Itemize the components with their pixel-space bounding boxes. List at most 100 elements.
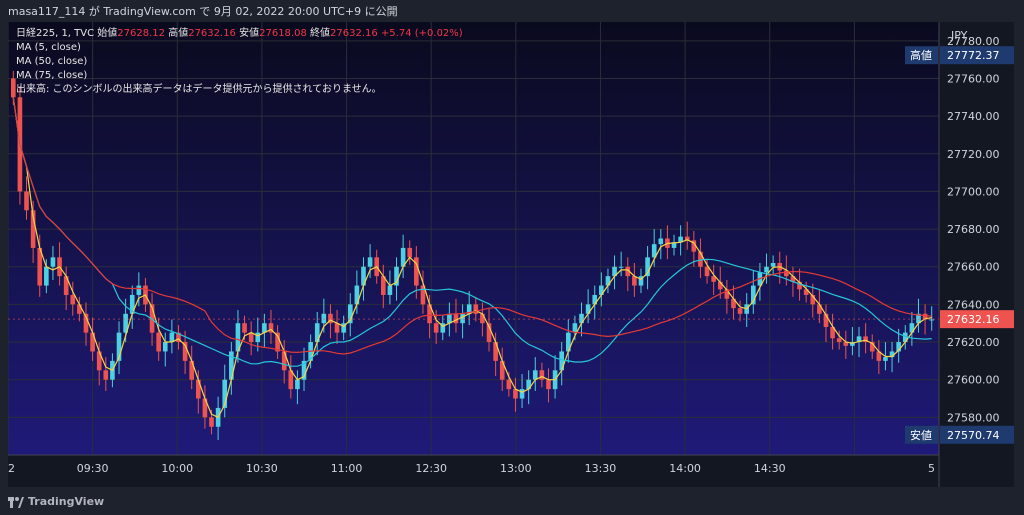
candle-down xyxy=(486,323,492,343)
candle-up xyxy=(50,257,56,267)
candle-down xyxy=(803,289,809,295)
candle-up xyxy=(341,323,346,333)
publish-datetime: 9月 02, 2022 20:00 UTC+9 xyxy=(213,5,362,18)
candle-up xyxy=(321,313,327,324)
price-tick-label: 27660.00 xyxy=(947,261,1000,274)
candle-up xyxy=(585,304,591,314)
publish-info: masa117_114 が TradingView.com で 9月 02, 2… xyxy=(8,3,398,21)
candle-up xyxy=(301,360,307,380)
candle-down xyxy=(737,308,743,314)
time-tick-label: 2 xyxy=(8,462,15,475)
username[interactable]: masa117_114 xyxy=(8,5,86,18)
candle-down xyxy=(797,281,802,290)
candle-up xyxy=(850,342,855,346)
candle-up xyxy=(347,304,353,324)
candle-down xyxy=(90,332,95,352)
price-tick-label: 27640.00 xyxy=(947,298,1000,311)
candle-up xyxy=(447,313,452,324)
chart-frame[interactable]: 27580.00 27600.00 27620.00 27640.00 27660.00… xyxy=(8,22,1014,487)
candle-down xyxy=(810,294,816,305)
candle-down xyxy=(480,313,485,324)
candle-down xyxy=(275,332,280,352)
candle-up xyxy=(638,276,644,286)
price-axis[interactable]: 27580.00 27600.00 27620.00 27640.00 27660.00… xyxy=(947,29,1000,424)
symbol-label[interactable]: 日経225, 1, TVC xyxy=(16,28,95,39)
time-axis[interactable]: 2 09:30 10:00 10:30 11:00 12:30 13:00 13:30 14:0… xyxy=(8,462,935,475)
open-value: 27628.12 xyxy=(117,28,166,39)
candle-up xyxy=(612,266,617,277)
candle-up xyxy=(916,313,921,324)
price-tick-label: 27600.00 xyxy=(947,374,1000,387)
candle-down xyxy=(288,370,294,390)
candle-up xyxy=(235,323,241,352)
candle-down xyxy=(103,370,109,380)
candle-down xyxy=(24,191,29,211)
low-marker-value: 27570.74 xyxy=(947,429,1000,442)
candle-down xyxy=(433,323,439,333)
candle-up xyxy=(162,342,168,352)
last-price-marker-value-bg xyxy=(940,310,1014,329)
candle-up xyxy=(651,244,657,258)
candle-up xyxy=(129,294,135,314)
candle-down xyxy=(268,323,274,333)
price-tick-label: 27620.00 xyxy=(947,336,1000,349)
time-tick-label: 10:00 xyxy=(161,462,193,475)
candle-down xyxy=(453,313,459,324)
ma75-legend[interactable]: MA (75, close) xyxy=(16,70,88,81)
candle-down xyxy=(876,351,882,361)
candle-up xyxy=(770,262,776,267)
time-axis-background xyxy=(8,455,939,487)
time-tick-label: 12:30 xyxy=(415,462,447,475)
candle-down xyxy=(698,251,703,267)
candle-up xyxy=(136,285,142,295)
candle-down xyxy=(420,285,426,305)
ohlc-row: 日経225, 1, TVC 始値27628.12 高値27632.16 安値27… xyxy=(16,27,463,41)
candle-down xyxy=(922,313,928,320)
price-axis-background xyxy=(939,22,1014,487)
currency-label: JPY xyxy=(950,29,968,42)
site-name[interactable]: TradingView.com xyxy=(103,5,196,18)
candle-down xyxy=(731,298,736,309)
candle-up xyxy=(123,313,128,333)
candle-down xyxy=(473,304,479,314)
candle-up xyxy=(169,332,175,343)
candle-down xyxy=(863,336,868,343)
by-text: が xyxy=(88,5,100,18)
candle-down xyxy=(195,379,201,399)
high-marker-value-bg xyxy=(940,46,1014,65)
candle-down xyxy=(717,281,723,290)
high-marker-value: 27772.37 xyxy=(947,49,1000,62)
footer-brand[interactable]: TradingView xyxy=(8,492,208,512)
candle-up xyxy=(519,389,525,399)
candle-up xyxy=(671,242,677,248)
change-value: +5.74 (+0.02%) xyxy=(380,28,463,39)
candle-down xyxy=(63,276,69,295)
candle-up xyxy=(559,351,565,371)
candle-up xyxy=(394,266,399,286)
candle-down xyxy=(546,379,551,390)
volume-note: 出来高: このシンボルの出来高データはデータ提供元から提供されておりません。 xyxy=(16,84,382,95)
candle-up xyxy=(387,285,393,295)
candle-up xyxy=(400,247,406,267)
candle-down xyxy=(281,351,287,371)
candle-up xyxy=(229,351,234,380)
ma75-line xyxy=(12,97,932,355)
candle-down xyxy=(843,342,849,346)
candle-up xyxy=(902,332,908,343)
candle-up xyxy=(361,266,366,286)
candle-down xyxy=(96,351,102,371)
time-tick-label: 09:30 xyxy=(77,462,109,475)
high-marker-label-bg xyxy=(905,46,938,65)
candlestick-chart[interactable]: 27580.00 27600.00 27620.00 27640.00 27660.00… xyxy=(8,22,1014,487)
candle-up xyxy=(572,323,578,333)
candle-down xyxy=(328,313,333,324)
candle-up xyxy=(532,370,538,380)
ma50-legend[interactable]: MA (50, close) xyxy=(16,56,88,67)
candle-down xyxy=(77,304,82,314)
ma5-legend[interactable]: MA (5, close) xyxy=(16,42,81,53)
candle-down xyxy=(189,360,195,380)
candle-down xyxy=(724,289,730,299)
candle-up xyxy=(262,323,267,333)
candle-down xyxy=(156,332,161,352)
candle-up xyxy=(645,257,650,277)
